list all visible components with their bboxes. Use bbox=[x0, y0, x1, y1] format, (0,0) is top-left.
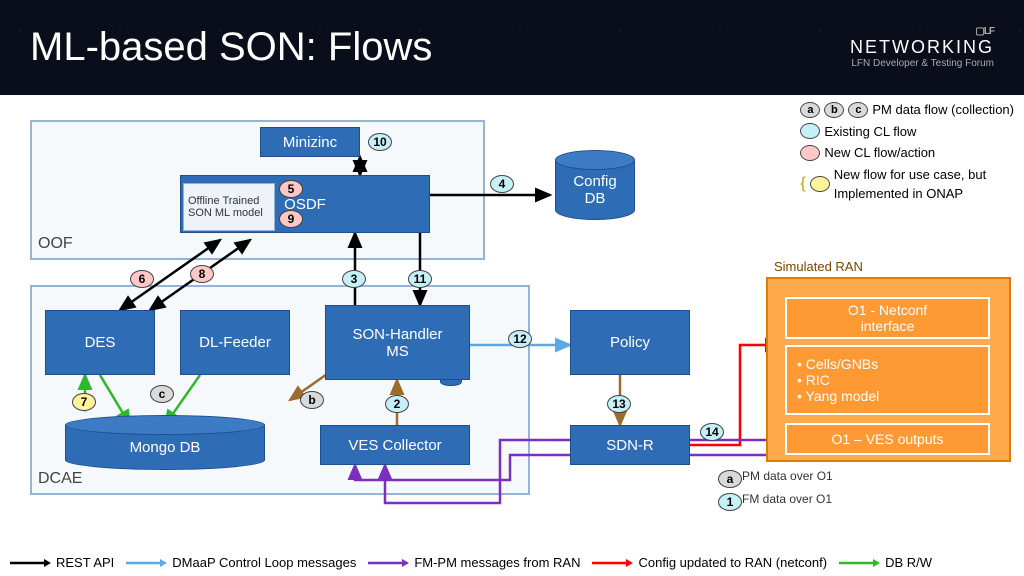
simran-item-2: O1 – VES outputs bbox=[785, 423, 990, 455]
node-ves: VES Collector bbox=[320, 425, 470, 465]
flow-badge-11: 11 bbox=[408, 270, 432, 288]
node-minizinc: Minizinc bbox=[260, 127, 360, 157]
flow-badge-8: 8 bbox=[190, 265, 214, 283]
flow-badge-b: b bbox=[300, 391, 324, 409]
node-policy: Policy bbox=[570, 310, 690, 375]
container-label-oof: OOF bbox=[38, 235, 73, 253]
node-des: DES bbox=[45, 310, 155, 375]
flow-badge-c: c bbox=[150, 385, 174, 403]
flow-badge-4: 4 bbox=[490, 175, 514, 193]
slide-title: ML-based SON: Flows bbox=[30, 25, 432, 70]
flow-badge-5: 5 bbox=[279, 180, 303, 198]
flow-badge-14: 14 bbox=[700, 423, 724, 441]
flow-badge-1: 1 bbox=[718, 493, 742, 511]
flow-badge-13: 13 bbox=[607, 395, 631, 413]
flow-badge-a: a bbox=[718, 470, 742, 488]
offline-model-box: Offline Trained SON ML model bbox=[183, 183, 275, 231]
node-sdnr: SDN-R bbox=[570, 425, 690, 465]
flow-badge-2: 2 bbox=[385, 395, 409, 413]
flow-badge-9: 9 bbox=[279, 210, 303, 228]
flow-badge-10: 10 bbox=[368, 133, 392, 151]
legend-top: abc PM data flow (collection) Existing C… bbox=[800, 100, 1014, 206]
simran-item-0: O1 - Netconf interface bbox=[785, 297, 990, 339]
node-sonhandler: SON-Handler MS bbox=[325, 305, 470, 380]
edge-label-0: PM data over O1 bbox=[742, 469, 833, 483]
flow-badge-3: 3 bbox=[342, 270, 366, 288]
simran-item-1: • Cells/GNBs • RIC • Yang model bbox=[785, 345, 990, 415]
edge-label-1: FM data over O1 bbox=[742, 492, 832, 506]
db-mongo: Mongo DB bbox=[65, 415, 265, 470]
diagram-canvas: OOFDCAE MinizincOSDFDESDL-FeederSON-Hand… bbox=[0, 95, 1024, 576]
legend-bottom: REST APIDMaaP Control Loop messagesFM-PM… bbox=[10, 555, 1014, 570]
flow-badge-7: 7 bbox=[72, 393, 96, 411]
flow-badge-12: 12 bbox=[508, 330, 532, 348]
db-configdb: Config DB bbox=[555, 150, 635, 220]
simulated-ran-label: Simulated RAN bbox=[774, 259, 863, 274]
flow-badge-6: 6 bbox=[130, 270, 154, 288]
node-dlfeeder: DL-Feeder bbox=[180, 310, 290, 375]
container-label-dcae: DCAE bbox=[38, 470, 82, 488]
logo-block: ▢LF NETWORKING LFN Developer & Testing F… bbox=[850, 26, 994, 69]
